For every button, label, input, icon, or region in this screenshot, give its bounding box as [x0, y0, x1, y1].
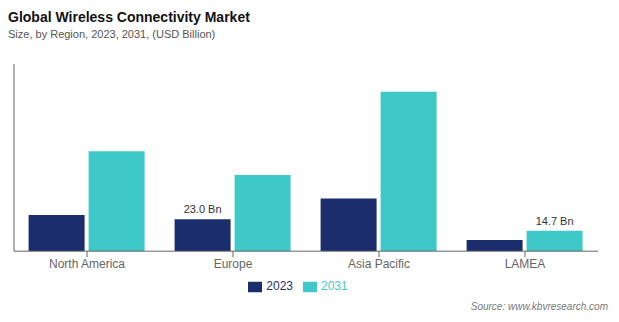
html-text:Source: www.kbvresearch.com: Source: www.kbvresearch.com	[470, 301, 608, 312]
svg-text:Europe: Europe	[214, 257, 253, 271]
svg-text:23.0 Bn: 23.0 Bn	[184, 203, 222, 215]
svg-text:North America: North America	[49, 257, 125, 271]
html-text:2031: 2031	[321, 279, 348, 294]
html-text:2023: 2023	[266, 279, 293, 294]
html-text:Size, by Region, 2023, 2031, (: Size, by Region, 2023, 2031, (USD Billio…	[8, 28, 216, 40]
svg-text:Asia Pacific: Asia Pacific	[348, 257, 410, 271]
svg-text:14.7 Bn: 14.7 Bn	[536, 215, 574, 227]
svg-text:LAMEA: LAMEA	[505, 257, 546, 271]
html-text:Global Wireless Connectivity M: Global Wireless Connectivity Market	[8, 9, 250, 25]
